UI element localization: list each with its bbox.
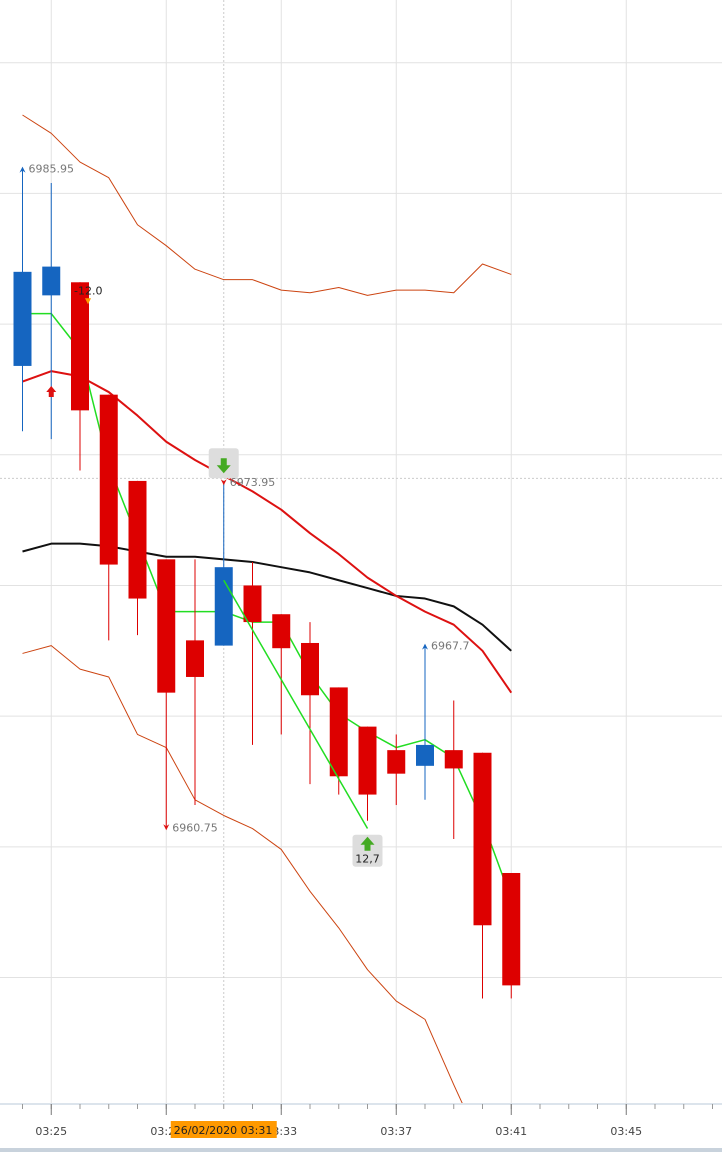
candlesticks bbox=[13, 168, 521, 999]
candle-body bbox=[387, 750, 406, 774]
candle-body bbox=[272, 614, 291, 649]
signal-overlay: -12.0 12,7 bbox=[46, 284, 383, 867]
ema-fast-line bbox=[22, 312, 512, 900]
candle-body bbox=[243, 585, 262, 623]
x-axis: 03:25 03:29 03:33 03:37 03:41 03:4526/02/2020… bbox=[0, 1103, 722, 1152]
band-upper-line bbox=[22, 114, 512, 296]
price-marker-down-icon bbox=[220, 479, 227, 486]
x-tick-label: 03:41 bbox=[495, 1125, 527, 1138]
candle-body bbox=[358, 726, 377, 795]
candle-body bbox=[473, 752, 492, 926]
candle-body bbox=[416, 744, 434, 766]
bottom-scrollbar bbox=[0, 1148, 722, 1152]
candle-body bbox=[214, 567, 233, 646]
price-marker-up-icon bbox=[19, 166, 26, 173]
candle-body bbox=[128, 480, 147, 599]
signal-down-arrow-icon bbox=[216, 458, 231, 474]
signal-up-arrow-icon bbox=[360, 836, 375, 851]
signal-value-label: 12,7 bbox=[355, 853, 380, 866]
ema-slow-line bbox=[22, 542, 512, 652]
price-label: 6985.95 bbox=[29, 163, 75, 176]
candle-body bbox=[301, 642, 319, 696]
ema-mid-line bbox=[22, 370, 513, 694]
cursor-time-badge bbox=[170, 1121, 277, 1138]
price-label: 6960.75 bbox=[172, 821, 218, 834]
price-label: 6967.7 bbox=[431, 640, 470, 653]
x-tick-label: 03:37 bbox=[380, 1125, 412, 1138]
price-labels: 6985.95 6960.75 6973.95 6967.7 bbox=[19, 163, 470, 834]
cursor-time-label: 26/02/2020 03:31 bbox=[174, 1124, 273, 1137]
x-tick-label: 03:25 bbox=[35, 1125, 67, 1138]
x-axis-background bbox=[0, 1103, 722, 1152]
signal-down-arrow-icon bbox=[85, 298, 91, 305]
candle-body bbox=[444, 750, 463, 769]
arrow-up-icon bbox=[46, 386, 57, 398]
candle-body bbox=[13, 271, 32, 366]
signal-value-label: -12.0 bbox=[74, 284, 102, 297]
candle-body bbox=[71, 282, 89, 411]
chart-grid bbox=[0, 0, 722, 1103]
crosshair bbox=[0, 0, 722, 1103]
candle-body bbox=[99, 394, 118, 565]
candle-body bbox=[502, 872, 521, 986]
candle-body bbox=[186, 640, 204, 677]
band-lower-line bbox=[22, 645, 486, 1152]
price-marker-up-icon bbox=[422, 643, 428, 650]
candle-body bbox=[329, 687, 348, 777]
price-marker-down-icon bbox=[163, 824, 170, 831]
moving-averages bbox=[22, 312, 513, 900]
x-tick-label: 03:45 bbox=[610, 1125, 642, 1138]
signal-line bbox=[223, 579, 369, 829]
candle-body bbox=[42, 266, 61, 296]
candle-body bbox=[157, 559, 176, 693]
price-label: 6973.95 bbox=[230, 476, 276, 489]
envelope-bands bbox=[22, 114, 512, 1152]
